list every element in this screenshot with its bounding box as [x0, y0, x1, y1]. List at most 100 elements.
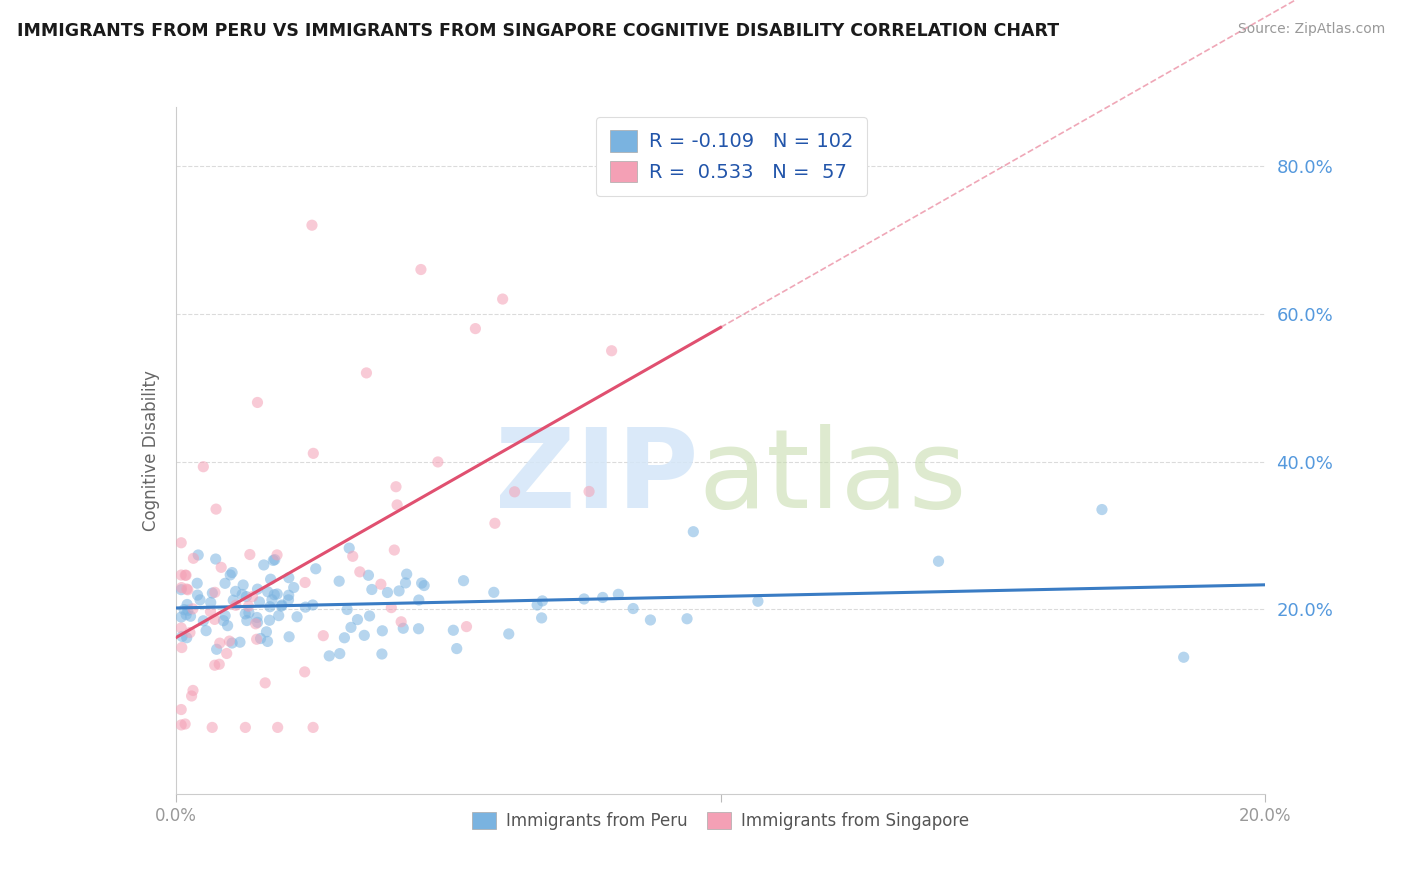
Point — [186, 576, 208, 591]
Point — [235, 590, 257, 604]
Point — [195, 624, 218, 638]
Point — [270, 599, 292, 613]
Point — [349, 565, 371, 579]
Point — [170, 610, 193, 624]
Point — [239, 548, 262, 562]
Point — [1173, 650, 1195, 665]
Point — [266, 587, 288, 601]
Point — [503, 484, 526, 499]
Point — [215, 647, 238, 661]
Point — [181, 683, 204, 698]
Point — [441, 624, 464, 638]
Point — [214, 576, 236, 591]
Point — [337, 541, 360, 555]
Point — [492, 292, 515, 306]
Point — [329, 647, 352, 661]
Point — [408, 593, 430, 607]
Point — [174, 568, 197, 582]
Point — [277, 588, 299, 602]
Point — [389, 615, 412, 629]
Point — [201, 720, 224, 734]
Point — [233, 607, 256, 621]
Point — [360, 582, 382, 597]
Point — [187, 548, 209, 562]
Point — [408, 622, 430, 636]
Point — [238, 606, 260, 620]
Point — [208, 657, 231, 672]
Point — [336, 602, 359, 616]
Point — [172, 630, 194, 644]
Point — [204, 552, 226, 566]
Point — [221, 566, 243, 580]
Point — [600, 343, 623, 358]
Point — [177, 603, 200, 617]
Point — [217, 618, 239, 632]
Point — [170, 702, 193, 716]
Point — [188, 592, 211, 607]
Point — [456, 619, 478, 633]
Point — [170, 581, 193, 595]
Legend: Immigrants from Peru, Immigrants from Singapore: Immigrants from Peru, Immigrants from Si… — [465, 805, 976, 837]
Point — [170, 535, 193, 549]
Point — [676, 612, 699, 626]
Point — [214, 608, 236, 623]
Point — [277, 571, 299, 585]
Point — [262, 553, 284, 567]
Point — [394, 576, 416, 591]
Point — [221, 636, 243, 650]
Point — [219, 568, 242, 582]
Point — [260, 592, 283, 607]
Point — [231, 587, 253, 601]
Point — [218, 634, 240, 648]
Point — [640, 613, 662, 627]
Point — [235, 720, 257, 734]
Text: atlas: atlas — [699, 425, 967, 532]
Point — [176, 582, 198, 596]
Point — [353, 628, 375, 642]
Point — [302, 720, 325, 734]
Point — [747, 594, 769, 608]
Point — [236, 614, 259, 628]
Point — [225, 584, 247, 599]
Point — [283, 581, 305, 595]
Point — [294, 600, 316, 615]
Point — [200, 595, 222, 609]
Point — [193, 459, 215, 474]
Point — [174, 568, 197, 582]
Point — [385, 498, 408, 512]
Point — [482, 585, 505, 599]
Point — [592, 591, 614, 605]
Point — [174, 717, 197, 731]
Point — [388, 583, 411, 598]
Point — [305, 562, 328, 576]
Point — [256, 584, 278, 599]
Point — [266, 720, 288, 734]
Point — [170, 621, 193, 635]
Point — [204, 612, 226, 626]
Point — [204, 658, 226, 673]
Point — [201, 586, 224, 600]
Point — [385, 480, 408, 494]
Point — [174, 607, 197, 622]
Point — [170, 718, 193, 732]
Point — [392, 621, 415, 635]
Point — [249, 632, 271, 646]
Point — [928, 554, 950, 568]
Point — [377, 585, 399, 599]
Point — [259, 599, 281, 614]
Point — [187, 588, 209, 602]
Point — [246, 610, 269, 624]
Point — [204, 585, 226, 599]
Point — [263, 552, 285, 566]
Point — [208, 636, 231, 650]
Point — [607, 587, 630, 601]
Point — [277, 593, 299, 607]
Point — [263, 588, 285, 602]
Point — [498, 627, 520, 641]
Point — [530, 611, 553, 625]
Point — [170, 582, 193, 597]
Point — [621, 601, 644, 615]
Point — [176, 631, 198, 645]
Y-axis label: Cognitive Disability: Cognitive Disability — [142, 370, 160, 531]
Point — [301, 218, 323, 232]
